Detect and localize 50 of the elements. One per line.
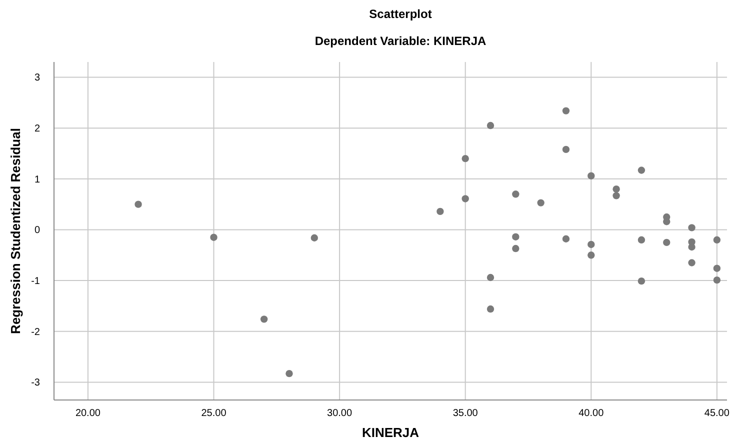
x-tick-label: 30.00	[327, 408, 352, 419]
x-tick-label: 35.00	[452, 408, 478, 419]
y-tick-label: 0	[34, 225, 40, 236]
point	[562, 146, 570, 154]
y-tick-label: 3	[34, 72, 40, 84]
point	[688, 224, 696, 232]
point	[713, 276, 721, 284]
point	[210, 234, 218, 241]
point	[713, 236, 721, 244]
point	[486, 274, 494, 282]
point	[512, 244, 520, 252]
x-tick-label: 45.00	[704, 408, 730, 419]
point	[462, 154, 469, 162]
point	[638, 236, 646, 244]
y-tick-label: -3	[31, 378, 40, 389]
point	[612, 185, 620, 193]
x-tick-label: 20.00	[75, 408, 101, 419]
chart-subtitle: Dependent Variable: KINERJA	[314, 34, 487, 48]
chart-title: Scatterplot	[369, 7, 432, 21]
y-tick-label: 1	[34, 174, 40, 186]
point	[462, 195, 469, 202]
point	[612, 192, 620, 200]
point	[562, 107, 570, 114]
point	[713, 264, 721, 272]
y-tick-label: -1	[31, 276, 40, 288]
point	[436, 208, 444, 216]
point	[663, 218, 670, 226]
x-axis-title: KINERJA	[362, 425, 420, 440]
point	[537, 199, 544, 206]
point	[562, 235, 570, 242]
point	[512, 190, 520, 198]
point	[638, 166, 646, 174]
y-tick-label: -2	[31, 326, 40, 338]
point	[588, 240, 595, 248]
point	[588, 252, 595, 259]
y-axis-title: Regression Studentized Residual	[8, 128, 23, 334]
point	[688, 259, 696, 266]
y-tick-label: 2	[34, 124, 40, 135]
x-tick-label: 40.00	[578, 408, 604, 419]
point	[588, 172, 595, 180]
point	[486, 122, 494, 130]
x-tick-label: 25.00	[201, 408, 227, 419]
point	[286, 370, 293, 378]
point	[486, 305, 494, 313]
point	[638, 277, 646, 285]
point	[260, 316, 268, 323]
point	[512, 233, 520, 240]
point	[663, 238, 670, 246]
point	[134, 200, 142, 208]
point	[310, 234, 318, 242]
